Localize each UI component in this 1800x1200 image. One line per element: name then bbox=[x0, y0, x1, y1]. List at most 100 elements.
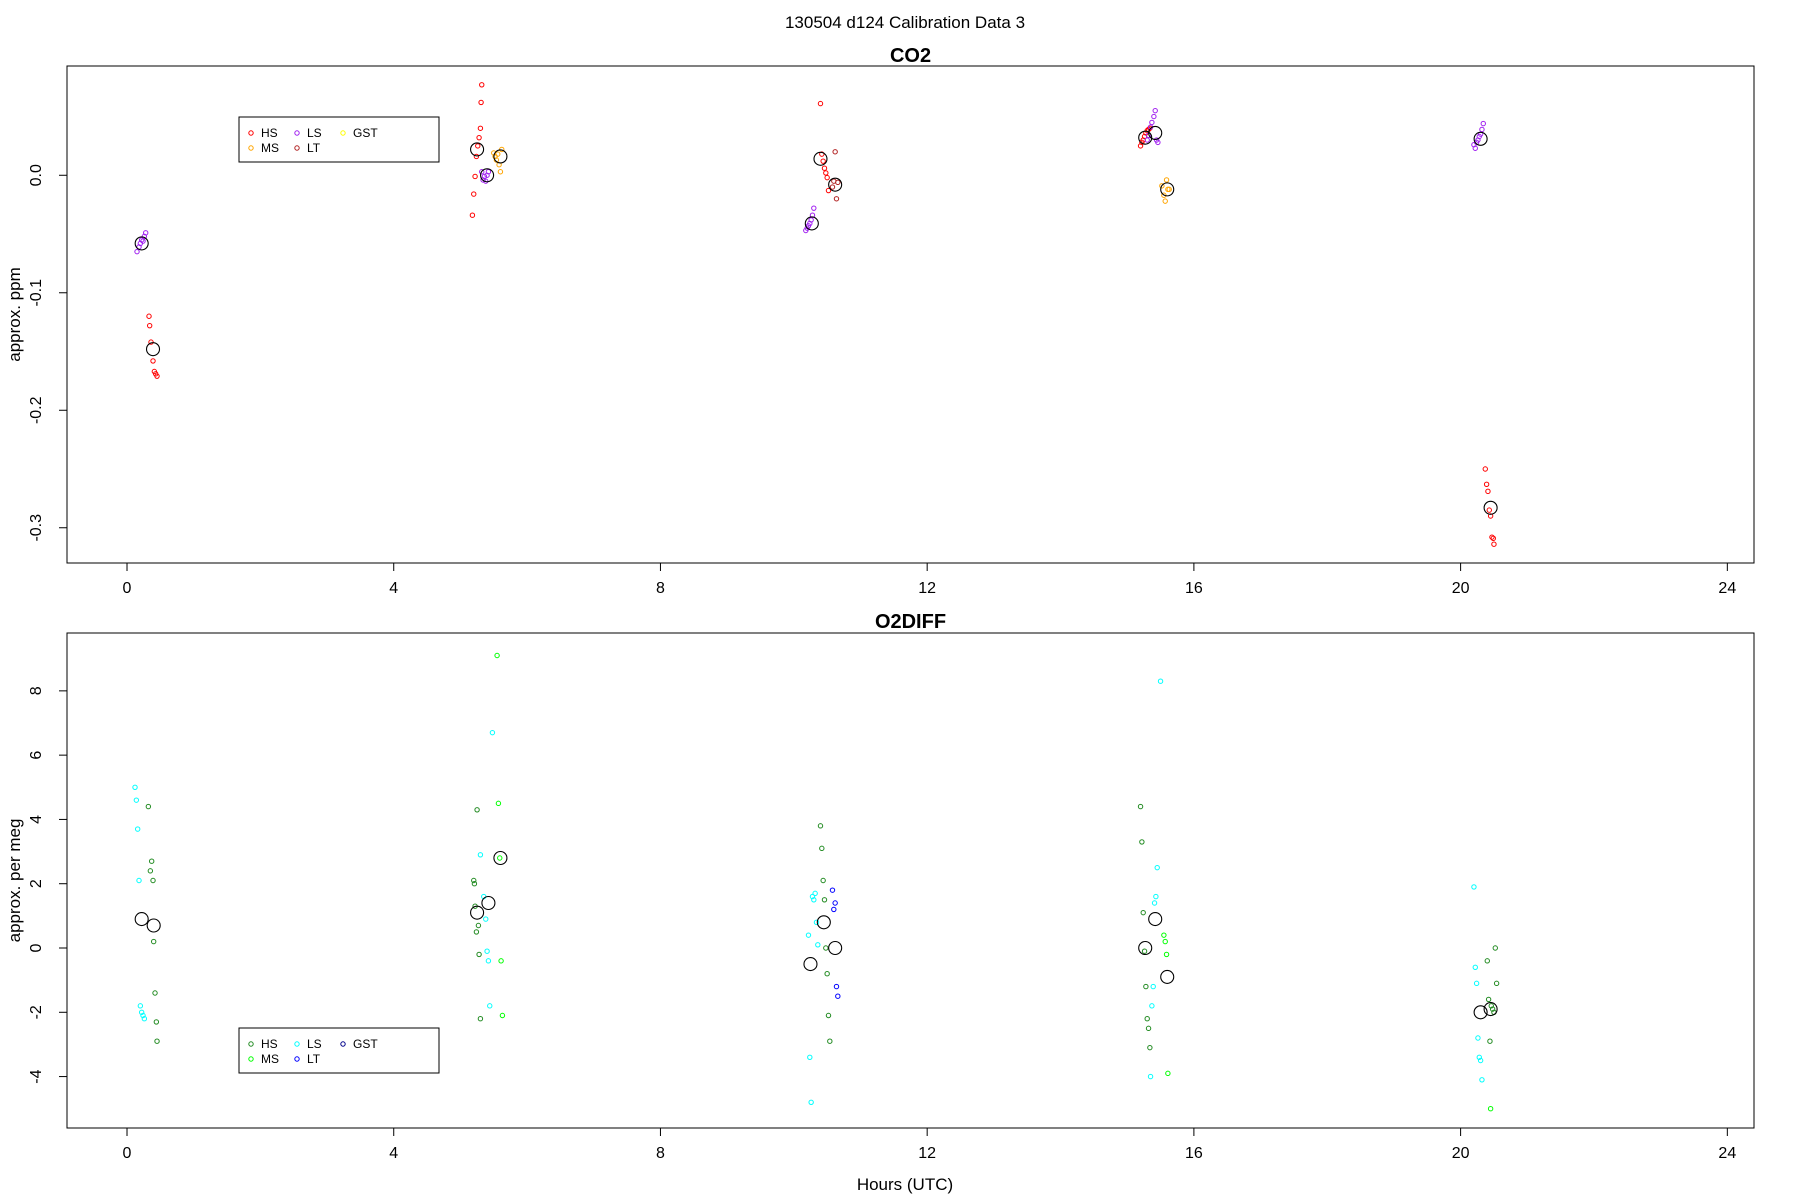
data-point-ls bbox=[1152, 107, 1158, 114]
data-point-ls bbox=[134, 826, 141, 832]
data-point-ms bbox=[1159, 183, 1165, 189]
data-point-hs bbox=[1491, 541, 1497, 547]
y-tick-label: -0.1 bbox=[28, 279, 45, 307]
mean-marker bbox=[134, 236, 149, 251]
data-point-hs bbox=[1141, 948, 1148, 954]
data-point-ms bbox=[499, 1012, 506, 1019]
data-point-hs bbox=[1489, 1006, 1496, 1012]
data-point-ms bbox=[497, 169, 504, 175]
panel-title: O2DIFF bbox=[875, 611, 946, 633]
data-point-hs bbox=[147, 868, 154, 874]
mean-marker bbox=[813, 151, 828, 166]
data-point-ms bbox=[1163, 951, 1170, 958]
data-point-hs bbox=[471, 881, 478, 887]
legend-marker bbox=[340, 1041, 346, 1047]
y-tick-label: -0.3 bbox=[28, 514, 45, 542]
data-point-ls bbox=[487, 1003, 493, 1009]
x-tick-label: 0 bbox=[123, 580, 132, 597]
data-point-lt bbox=[835, 993, 841, 999]
data-point-ls bbox=[1155, 139, 1161, 146]
legend-label: LS bbox=[307, 1037, 322, 1051]
data-point-hs bbox=[146, 313, 152, 319]
legend-marker bbox=[248, 1056, 254, 1062]
data-point-ls bbox=[815, 942, 821, 948]
legend-box bbox=[238, 116, 440, 163]
data-point-hs bbox=[473, 153, 480, 160]
figure-suptitle: 130504 d124 Calibration Data 3 bbox=[785, 13, 1025, 32]
data-point-hs bbox=[1139, 839, 1145, 845]
data-point-hs bbox=[476, 134, 482, 141]
x-tick-label: 4 bbox=[389, 580, 398, 597]
x-tick-label: 0 bbox=[123, 1145, 132, 1162]
mean-marker bbox=[828, 940, 843, 956]
data-point-hs bbox=[1147, 1044, 1153, 1051]
data-point-ls bbox=[140, 1012, 146, 1019]
mean-marker bbox=[1483, 1002, 1498, 1017]
data-point-ms bbox=[1165, 1070, 1171, 1077]
data-point-hs bbox=[146, 322, 153, 329]
legend-marker bbox=[248, 130, 254, 136]
data-point-hs bbox=[1493, 980, 1500, 987]
y-tick-label: 2 bbox=[28, 879, 45, 888]
x-tick-label: 24 bbox=[1718, 1145, 1736, 1162]
mean-marker bbox=[1160, 969, 1175, 984]
mean-marker bbox=[803, 957, 818, 972]
data-point-hs bbox=[152, 990, 158, 996]
data-point-hs bbox=[471, 877, 477, 884]
mean-marker bbox=[145, 342, 161, 357]
data-point-hs bbox=[1482, 466, 1488, 472]
y-tick-label: -4 bbox=[28, 1069, 45, 1083]
mean-marker bbox=[828, 177, 843, 192]
data-point-ls bbox=[1477, 1057, 1484, 1064]
data-point-ms bbox=[1163, 177, 1170, 183]
data-point-hs bbox=[817, 823, 824, 829]
data-point-ls bbox=[136, 877, 142, 884]
x-tick-label: 20 bbox=[1452, 1145, 1470, 1162]
y-tick-label: 6 bbox=[28, 751, 45, 760]
data-point-ls bbox=[1475, 1035, 1481, 1041]
data-point-ls bbox=[142, 230, 149, 236]
mean-marker bbox=[1138, 130, 1153, 145]
co2-panel: CO2 0 4 8 12 16 20 24 0.0 -0.1 -0.2 -0.3 approx. ppm… bbox=[5, 45, 1755, 597]
data-point-ls bbox=[485, 958, 492, 964]
data-point-ms bbox=[1166, 186, 1172, 193]
data-point-hs bbox=[824, 174, 830, 181]
data-point-ls bbox=[805, 932, 812, 938]
mean-marker bbox=[1160, 182, 1175, 197]
x-tick-label: 4 bbox=[389, 1145, 398, 1162]
mean-marker bbox=[1473, 1005, 1488, 1020]
data-point-hs bbox=[148, 339, 154, 345]
legend-label: HS bbox=[261, 126, 278, 140]
mean-marker bbox=[481, 895, 496, 911]
data-point-hs bbox=[1486, 507, 1492, 513]
x-tick-label: 12 bbox=[918, 1145, 936, 1162]
data-point-hs bbox=[825, 1012, 832, 1019]
x-tick-label: 16 bbox=[1185, 580, 1203, 597]
data-point-ls bbox=[808, 217, 814, 223]
data-point-hs bbox=[479, 82, 485, 88]
data-point-hs bbox=[1483, 481, 1490, 487]
x-tick-label: 12 bbox=[918, 580, 936, 597]
data-point-hs bbox=[471, 191, 477, 197]
data-point-hs bbox=[819, 845, 825, 852]
data-point-ls bbox=[1479, 126, 1485, 133]
legend-marker bbox=[294, 1041, 300, 1047]
legend-marker bbox=[248, 145, 254, 151]
mean-marker bbox=[470, 142, 485, 157]
data-point-ls bbox=[1479, 1077, 1485, 1083]
data-point-ls bbox=[1149, 119, 1155, 126]
data-point-ls bbox=[481, 173, 488, 180]
legend-label: GST bbox=[353, 1037, 378, 1051]
data-point-hs bbox=[821, 897, 828, 903]
data-point-ls bbox=[1472, 964, 1478, 970]
y-tick-label: 8 bbox=[28, 686, 45, 695]
data-point-lt bbox=[833, 196, 840, 202]
mean-marker bbox=[816, 915, 831, 930]
data-point-ms bbox=[1161, 932, 1167, 938]
data-point-hs bbox=[1490, 535, 1496, 542]
data-point-hs bbox=[1488, 1003, 1494, 1009]
data-point-ls bbox=[479, 169, 485, 175]
data-point-ls bbox=[812, 890, 818, 897]
